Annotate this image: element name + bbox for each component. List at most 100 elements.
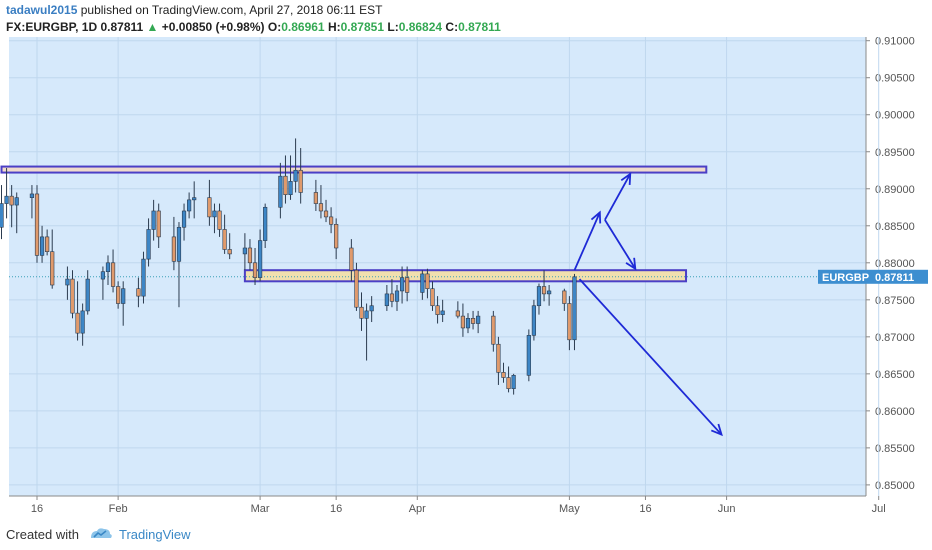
candle-body[interactable] <box>258 240 263 278</box>
candle-body[interactable] <box>541 286 547 295</box>
candle-body[interactable] <box>359 306 364 319</box>
candle-body[interactable] <box>476 315 481 324</box>
candle-body[interactable] <box>491 315 496 345</box>
candle-body[interactable] <box>405 277 410 293</box>
low-label: L: <box>387 20 399 34</box>
candle-body[interactable] <box>39 236 45 256</box>
candle-body[interactable] <box>435 305 440 315</box>
projection-arrow[interactable] <box>573 212 601 271</box>
candle-body[interactable] <box>263 206 268 241</box>
candle-body[interactable] <box>121 288 126 304</box>
candle-body[interactable] <box>14 197 19 206</box>
candle-body[interactable] <box>323 210 329 218</box>
candle-body[interactable] <box>430 288 435 307</box>
candle-body[interactable] <box>181 210 187 228</box>
candle-body[interactable] <box>227 249 232 255</box>
candle-body[interactable] <box>349 247 354 271</box>
candle-body[interactable] <box>389 293 395 302</box>
candle-body[interactable] <box>4 195 9 204</box>
candle-body[interactable] <box>567 303 572 341</box>
candle-body[interactable] <box>156 210 161 238</box>
candle-body[interactable] <box>455 310 460 317</box>
low-value: 0.86824 <box>398 20 443 34</box>
candle-body[interactable] <box>207 197 212 218</box>
y-tick-label: 0.87500 <box>875 295 915 307</box>
candle-body[interactable] <box>0 203 4 228</box>
candle-body[interactable] <box>34 193 40 256</box>
candle-body[interactable] <box>288 181 293 195</box>
candle-body[interactable] <box>192 197 197 201</box>
candle-body[interactable] <box>562 290 567 304</box>
candle-body[interactable] <box>136 288 141 297</box>
candle-body[interactable] <box>501 372 506 378</box>
candle-body[interactable] <box>293 169 298 182</box>
candle-body[interactable] <box>70 278 75 314</box>
candle-body[interactable] <box>105 262 111 272</box>
candle-body[interactable] <box>420 273 425 293</box>
candle-body[interactable] <box>536 286 542 307</box>
price-change: +0.00850 (+0.98%) <box>161 20 265 34</box>
candle-body[interactable] <box>394 290 400 302</box>
candle-body[interactable] <box>80 310 85 334</box>
candle-body[interactable] <box>65 278 70 286</box>
candle-body[interactable] <box>425 273 430 290</box>
candle-body[interactable] <box>313 192 318 204</box>
candle-body[interactable] <box>318 203 324 212</box>
candle-body[interactable] <box>45 236 50 252</box>
candle-body[interactable] <box>354 269 359 308</box>
candle-body[interactable] <box>328 216 334 225</box>
projection-arrow[interactable] <box>578 278 723 436</box>
candle-body[interactable] <box>369 305 374 312</box>
candle-body[interactable] <box>151 210 156 230</box>
candle-body[interactable] <box>399 277 405 292</box>
candle-body[interactable] <box>176 226 182 262</box>
high-label: H: <box>327 20 341 34</box>
candle-body[interactable] <box>222 229 227 250</box>
candle-body[interactable] <box>50 251 55 286</box>
plot-area[interactable] <box>9 37 866 496</box>
candle-body[interactable] <box>171 236 177 262</box>
candle-body[interactable] <box>217 210 222 230</box>
candle-body[interactable] <box>460 315 466 329</box>
author-link[interactable]: tadawul2015 <box>6 3 78 17</box>
projection-arrow[interactable] <box>604 219 637 270</box>
y-tick-label: 0.85500 <box>875 443 915 455</box>
candle-body[interactable] <box>298 169 303 193</box>
candle-body[interactable] <box>187 199 192 212</box>
last-price-symbol: EURGBP <box>822 272 869 284</box>
candle-body[interactable] <box>440 310 445 315</box>
candle-body[interactable] <box>146 229 151 260</box>
candle-body[interactable] <box>116 286 121 304</box>
candle-body[interactable] <box>75 312 80 334</box>
candle-body[interactable] <box>470 318 476 324</box>
candle-body[interactable] <box>141 258 146 297</box>
tradingview-brand-link[interactable]: TradingView <box>118 527 191 542</box>
candle-body[interactable] <box>242 247 247 255</box>
candle-body[interactable] <box>384 293 389 307</box>
candle-body[interactable] <box>212 210 217 218</box>
candle-body[interactable] <box>334 224 339 249</box>
candle-body[interactable] <box>511 375 516 389</box>
candle-body[interactable] <box>283 175 288 195</box>
candle-body[interactable] <box>29 193 35 198</box>
candle-body[interactable] <box>526 335 531 376</box>
candle-body[interactable] <box>247 247 253 264</box>
candle-body[interactable] <box>100 271 106 280</box>
candle-body[interactable] <box>506 377 511 389</box>
candle-body[interactable] <box>531 305 537 336</box>
candle-body[interactable] <box>364 310 369 319</box>
support-zone[interactable] <box>243 269 688 283</box>
candle-body[interactable] <box>85 278 90 312</box>
candle-body[interactable] <box>547 290 552 295</box>
resistance-zone[interactable] <box>0 165 708 174</box>
projection-arrow[interactable] <box>604 173 632 221</box>
x-tick-label: Jul <box>872 503 886 515</box>
candle-body[interactable] <box>110 262 116 287</box>
candle-body[interactable] <box>252 262 258 278</box>
candle-body[interactable] <box>278 175 283 208</box>
candle-body[interactable] <box>496 343 501 373</box>
candle-body[interactable] <box>9 195 14 206</box>
candle-body[interactable] <box>572 276 577 341</box>
candle-body[interactable] <box>465 318 471 329</box>
